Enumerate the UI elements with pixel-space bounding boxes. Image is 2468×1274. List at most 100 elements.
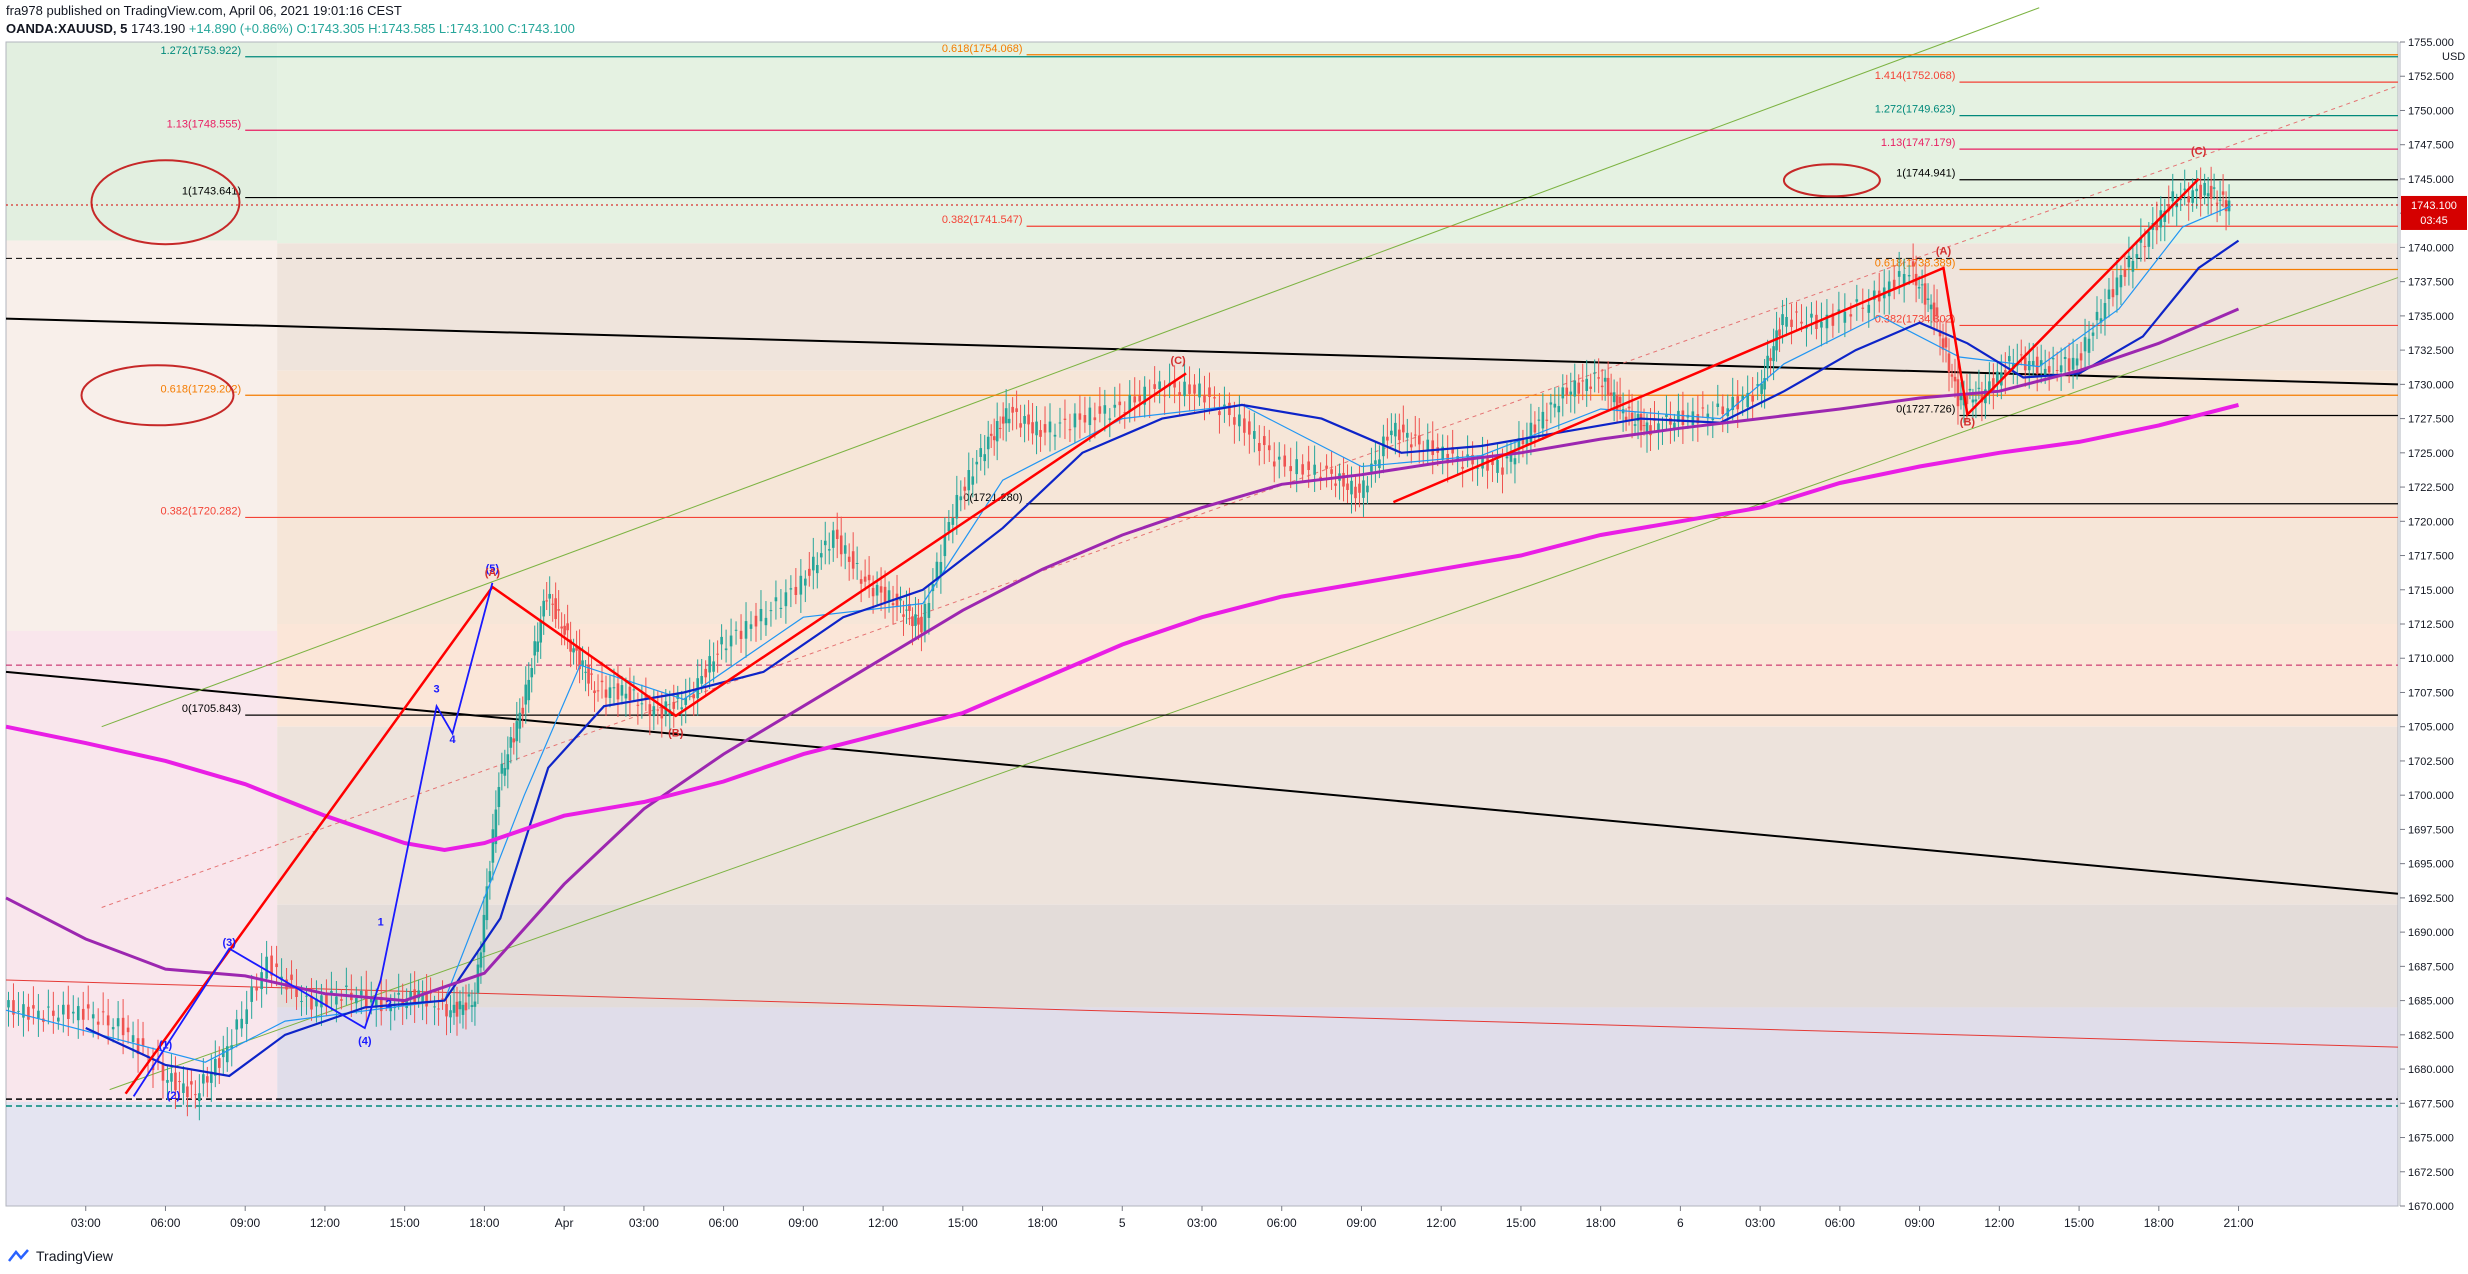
candle-body-414 <box>1751 395 1754 402</box>
candle-body-100 <box>464 1002 468 1011</box>
candle-body-325 <box>1382 436 1385 457</box>
candle-body-439 <box>1867 304 1871 313</box>
candle-body-36 <box>182 1083 185 1094</box>
candle-body-359 <box>1533 424 1537 433</box>
candle-body-347 <box>1481 455 1484 469</box>
candle-body-213 <box>887 590 891 602</box>
candle-body-176 <box>724 648 728 651</box>
candle-body-223 <box>920 616 923 633</box>
y-tick-label-0: 1670.000 <box>2408 1201 2454 1213</box>
candle-body-250 <box>1019 423 1022 428</box>
candle-body-301 <box>1267 445 1271 451</box>
candle-body-156 <box>644 694 648 699</box>
fib-zone-6 <box>277 1007 2399 1102</box>
impulse-wave <box>132 582 494 1097</box>
candle-body-423 <box>1781 314 1784 326</box>
x-tick-label-11: 15:00 <box>948 1216 978 1230</box>
candle-body-374 <box>1593 372 1596 374</box>
candle-body-475 <box>1996 371 1999 383</box>
candle-body-209 <box>871 587 875 597</box>
candle-body-346 <box>1476 467 1479 469</box>
candle-body-289 <box>1208 387 1211 398</box>
candle-body-177 <box>729 635 733 647</box>
candle-body-355 <box>1517 438 1521 449</box>
candle-body-32 <box>166 1079 169 1083</box>
candle-body-307 <box>1301 464 1304 475</box>
x-tick-label-18: 15:00 <box>1506 1216 1536 1230</box>
candle-body-210 <box>875 584 879 596</box>
candle-body-334 <box>1417 435 1421 445</box>
y-tick-label-30: 1745.000 <box>2408 174 2454 186</box>
candle-body-77 <box>374 998 378 1008</box>
candle-body-450 <box>1917 287 1921 289</box>
candle-body-317 <box>1350 480 1353 495</box>
candle-body-136 <box>572 648 575 653</box>
candle-body-432 <box>1825 314 1829 329</box>
candle-body-51 <box>245 1009 248 1024</box>
candle-body-385 <box>1627 406 1631 409</box>
candle-body-135 <box>569 639 572 652</box>
candle-body-240 <box>986 436 990 450</box>
candle-body-275 <box>1138 395 1142 402</box>
candle-body-17 <box>91 1014 95 1019</box>
candle-body-461 <box>1950 374 1954 377</box>
candle-body-225 <box>927 602 931 618</box>
x-tick-label-1: 06:00 <box>150 1216 180 1230</box>
candle-body-133 <box>563 625 566 635</box>
candle-body-197 <box>823 540 827 546</box>
candle-body-504 <box>2111 289 2115 298</box>
candle-body-407 <box>1716 403 1720 407</box>
candle-body-145 <box>600 680 604 683</box>
candle-body-283 <box>1178 392 1181 396</box>
candle-body-306 <box>1295 459 1298 475</box>
candle-body-485 <box>2035 356 2039 374</box>
candle-body-379 <box>1609 392 1613 396</box>
candle-body-421 <box>1775 330 1778 351</box>
wave-label-1: (2) <box>167 1090 181 1102</box>
candle-body-151 <box>624 693 628 699</box>
candle-body-5 <box>32 1005 35 1009</box>
candle-body-303 <box>1277 456 1281 460</box>
candle-body-533 <box>2221 191 2225 195</box>
fib-level-label-12: 0(1727.726) <box>1896 403 1955 415</box>
candle-body-26 <box>136 1038 140 1055</box>
current-price-text: 1743.100 <box>2411 200 2457 212</box>
y-tick-label-19: 1717.500 <box>2408 551 2454 563</box>
candle-body-249 <box>1015 408 1018 412</box>
candle-body-229 <box>943 535 947 557</box>
candle-body-186 <box>774 597 778 602</box>
y-tick-label-31: 1747.500 <box>2408 140 2454 152</box>
candle-body-521 <box>2179 198 2183 201</box>
candle-body-148 <box>612 687 616 689</box>
wave-label-9: (A) <box>485 567 501 579</box>
candle-body-365 <box>1557 406 1561 413</box>
x-tick-label-14: 03:00 <box>1187 1216 1217 1230</box>
x-tick-label-3: 12:00 <box>310 1216 340 1230</box>
candle-body-183 <box>759 608 763 622</box>
candle-body-510 <box>2135 254 2139 258</box>
candle-body-194 <box>812 556 815 571</box>
candle-body-348 <box>1486 456 1489 471</box>
candle-body-443 <box>1887 281 1891 297</box>
candle-body-141 <box>587 665 590 684</box>
candle-body-272 <box>1123 412 1127 414</box>
candle-body-471 <box>1980 392 1984 403</box>
candle-body-24 <box>126 1027 130 1033</box>
candle-body-127 <box>545 600 548 602</box>
candle-body-163 <box>672 701 676 709</box>
candle-body-97 <box>455 1001 459 1017</box>
candle-body-0 <box>7 1000 10 1008</box>
candle-body-368 <box>1569 391 1573 395</box>
channel-upper-green <box>101 7 2040 728</box>
candle-body-274 <box>1133 396 1137 403</box>
candle-body-294 <box>1233 417 1236 425</box>
symbol-name[interactable]: OANDA:XAUUSD, 5 <box>6 21 128 36</box>
candle-body-276 <box>1143 386 1146 405</box>
candle-body-117 <box>515 721 519 742</box>
candle-body-160 <box>660 705 664 719</box>
candle-body-42 <box>206 1076 209 1083</box>
candle-body-413 <box>1746 392 1749 408</box>
candle-body-118 <box>518 712 522 729</box>
candle-body-522 <box>2183 188 2187 190</box>
